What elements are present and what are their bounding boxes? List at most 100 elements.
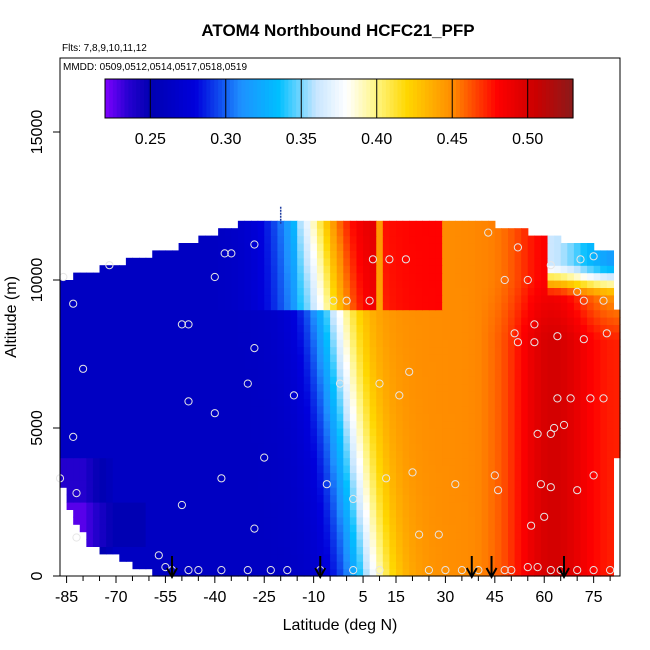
heat-cell xyxy=(606,368,615,377)
heat-cell xyxy=(606,457,615,466)
sample-point xyxy=(606,566,615,575)
heat-cell xyxy=(349,561,358,570)
heat-cell xyxy=(237,465,246,473)
heat-cell xyxy=(211,509,219,518)
heat-cell xyxy=(389,339,397,348)
heat-cell xyxy=(448,502,456,510)
heat-cell xyxy=(132,472,140,481)
heat-cell xyxy=(172,568,180,577)
heat-cell xyxy=(323,442,331,451)
heat-cell xyxy=(613,346,621,355)
sample-point xyxy=(507,566,516,575)
heat-cell xyxy=(567,457,575,466)
y-tick-label: 15000 xyxy=(29,110,46,155)
heat-cell xyxy=(488,339,496,348)
heat-cell xyxy=(297,553,305,562)
colorbar-cell xyxy=(276,79,282,118)
heat-cell xyxy=(73,465,81,473)
heat-cell xyxy=(112,368,120,377)
heat-cell xyxy=(231,324,239,333)
heat-cell xyxy=(277,442,285,451)
heat-cell xyxy=(573,272,582,281)
heat-cell xyxy=(178,346,186,355)
heat-cell xyxy=(442,539,450,547)
heat-cell xyxy=(66,457,74,466)
heat-cell xyxy=(494,398,503,407)
heat-cell xyxy=(349,265,358,274)
heat-cell xyxy=(402,398,410,407)
heat-cell xyxy=(158,479,167,488)
heat-cell xyxy=(237,405,246,414)
heat-cell xyxy=(468,413,476,422)
heat-cell xyxy=(442,428,450,436)
heat-cell xyxy=(79,487,87,496)
heat-cell xyxy=(382,354,391,362)
heat-cell xyxy=(303,546,311,555)
heat-cell xyxy=(343,294,351,303)
heat-cell xyxy=(211,553,219,562)
heat-cell xyxy=(376,265,384,274)
heat-cell xyxy=(422,235,430,244)
heat-cell xyxy=(231,339,239,348)
heat-cell xyxy=(527,391,535,399)
heat-cell xyxy=(356,487,364,496)
heat-cell xyxy=(468,302,476,311)
heat-cell xyxy=(475,265,483,274)
heat-cell xyxy=(244,243,252,251)
heat-cell xyxy=(290,265,298,274)
heat-cell xyxy=(297,376,305,385)
sample-point xyxy=(217,566,226,575)
heat-cell xyxy=(573,502,582,510)
heat-cell xyxy=(514,494,522,503)
heat-cell xyxy=(587,309,595,318)
heat-cell xyxy=(494,294,503,303)
colorbar-cell xyxy=(385,79,391,118)
heat-cell xyxy=(185,383,193,392)
heat-cell xyxy=(435,257,443,266)
heat-cell xyxy=(521,280,529,288)
heat-cell xyxy=(224,494,232,503)
heat-cell xyxy=(468,479,476,488)
heat-cell xyxy=(554,376,562,385)
heat-cell xyxy=(534,368,542,377)
heat-cell xyxy=(145,391,153,399)
heat-cell xyxy=(185,354,193,362)
heat-cell xyxy=(448,524,456,533)
heat-cell xyxy=(396,235,404,244)
heat-cell xyxy=(139,272,147,281)
heat-cell xyxy=(593,272,601,281)
heat-cell xyxy=(336,317,344,325)
heat-cell xyxy=(448,317,456,325)
heat-cell xyxy=(251,235,259,244)
heat-cell xyxy=(488,235,496,244)
heat-cell xyxy=(152,346,160,355)
heat-cell xyxy=(435,376,443,385)
heat-cell xyxy=(580,442,588,451)
heat-cell xyxy=(172,487,180,496)
heat-cell xyxy=(178,265,186,274)
heat-cell xyxy=(508,354,516,362)
heat-cell xyxy=(323,435,331,444)
heat-cell xyxy=(349,391,358,399)
heat-cell xyxy=(125,428,134,436)
heat-cell xyxy=(508,368,516,377)
heat-cell xyxy=(297,494,305,503)
heat-cell xyxy=(303,220,311,229)
heat-cell xyxy=(356,524,364,533)
heat-cell xyxy=(290,479,298,488)
heat-cell xyxy=(119,309,127,318)
heat-cell xyxy=(461,309,470,318)
heat-cell xyxy=(336,420,344,429)
heat-cell xyxy=(514,228,522,237)
heat-cell xyxy=(567,368,575,377)
heat-cell xyxy=(106,413,114,422)
heat-cell xyxy=(488,354,496,362)
heat-cell xyxy=(172,302,180,311)
heat-cell xyxy=(165,265,173,274)
colorbar-cell xyxy=(448,79,453,118)
heat-cell xyxy=(218,487,226,496)
heat-cell xyxy=(580,420,588,429)
heat-cell xyxy=(461,472,470,481)
heat-cell xyxy=(521,383,529,392)
heat-cell xyxy=(363,509,371,518)
